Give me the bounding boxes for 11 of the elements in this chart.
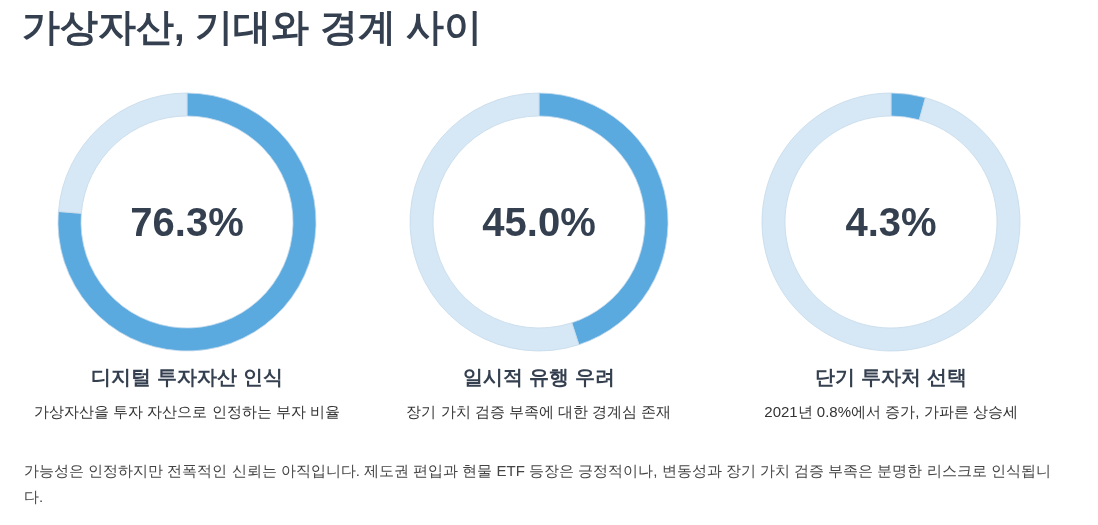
text: 가상자산을 투자 자산으로 인정하는 부자 비율 bbox=[33, 403, 341, 422]
text: 76.3% bbox=[130, 200, 244, 244]
text: 가상자산, 기대와 경계 사이 bbox=[22, 5, 483, 50]
text: 가능성은 인정하지만 전폭적인 신뢰는 아직입니다. 제도권 편입과 현물 ETF 등장은 긍정적이나, 변동성과 장기 가치 검증 부족은 분명한 리스크로 인식됩니다. bbox=[24, 461, 1052, 507]
text: 디지털 투자자산 인식 bbox=[90, 365, 284, 390]
text: 4.3% bbox=[845, 200, 937, 244]
text: 장기 가치 검증 부족에 대한 경계심 존재 bbox=[405, 403, 673, 422]
text: 일시적 유행 우려 bbox=[462, 365, 616, 390]
text: 2021년 0.8%에서 증가, 가파른 상승세 bbox=[763, 403, 1019, 422]
text: 45.0% bbox=[482, 200, 596, 244]
text: 단기 투자처 선택 bbox=[814, 365, 968, 390]
